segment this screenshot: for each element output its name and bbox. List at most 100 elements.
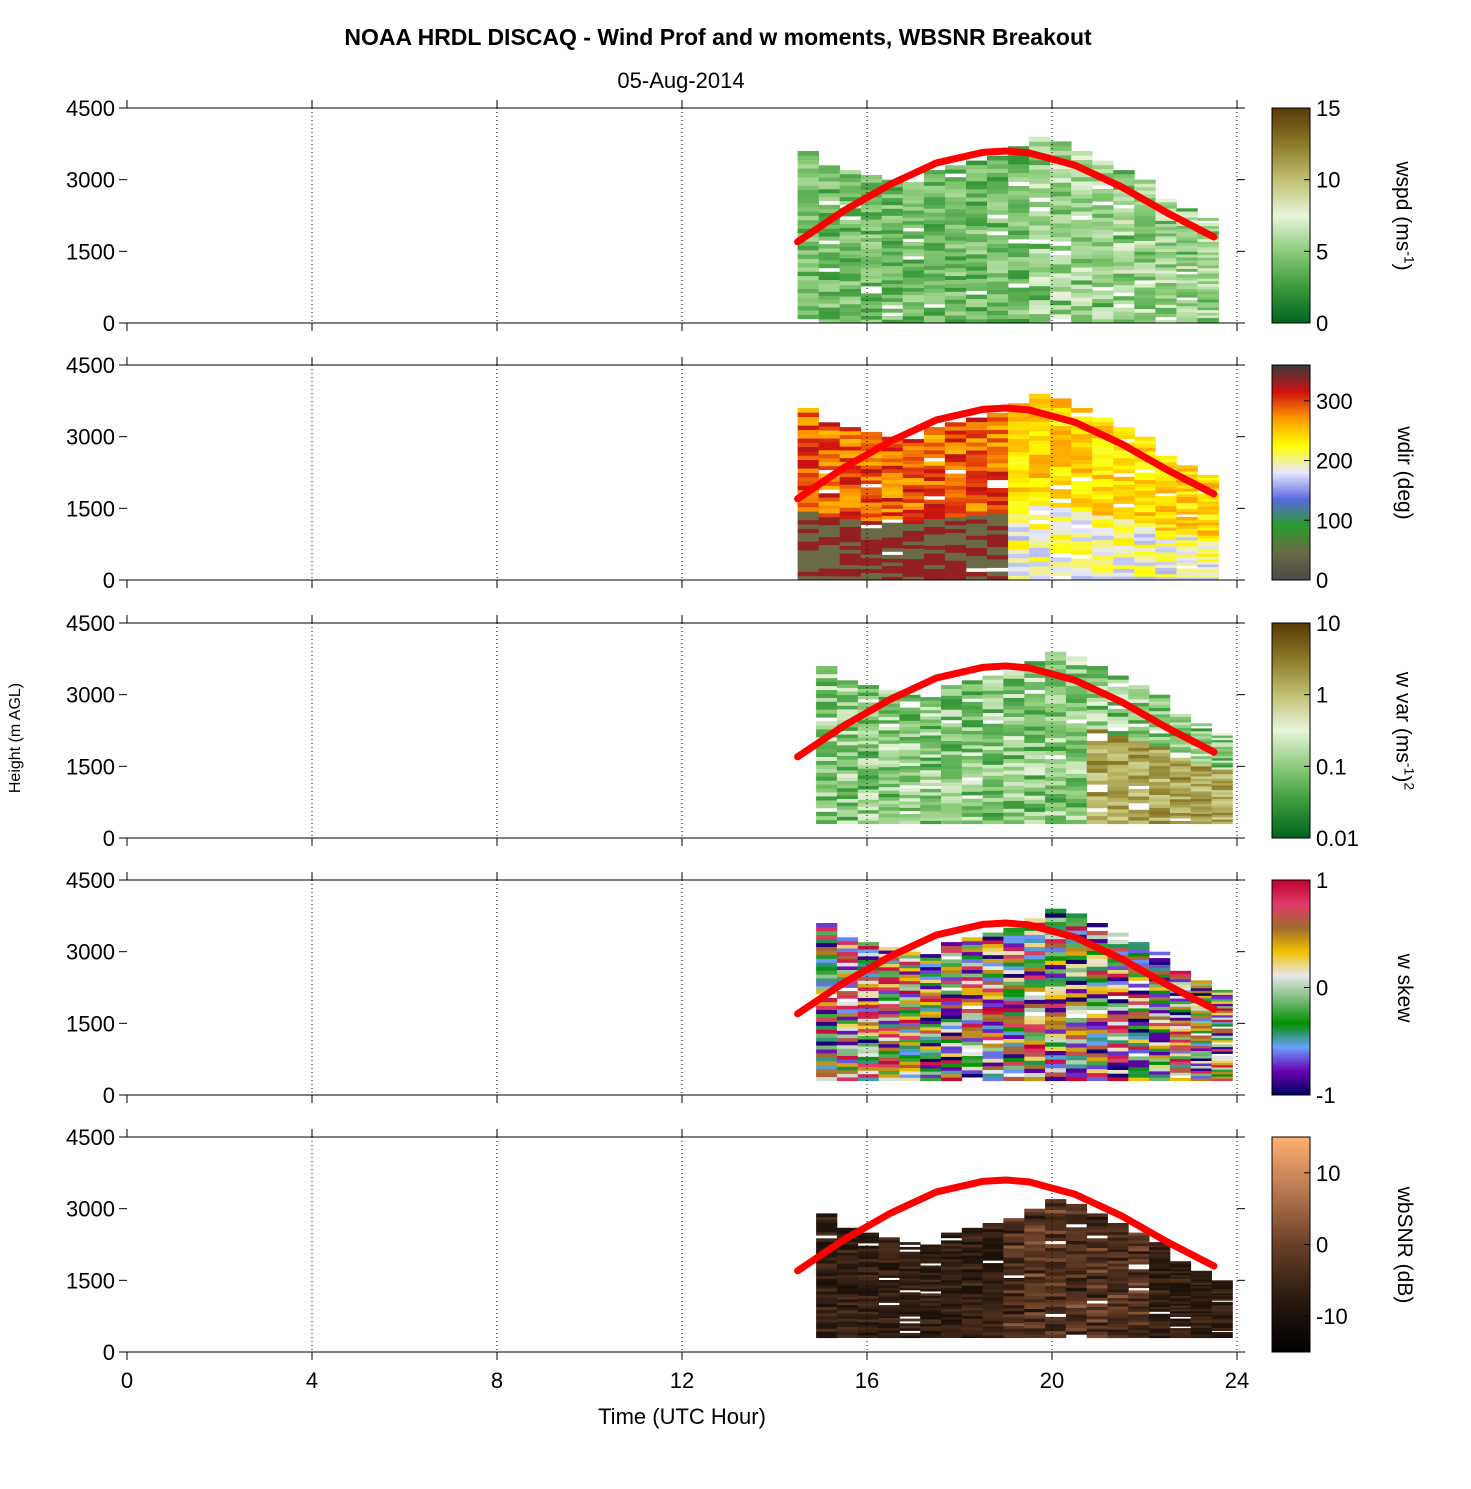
heatmap-cell: [836, 1282, 859, 1286]
heatmap-cell: [818, 430, 841, 435]
heatmap-cell: [1149, 752, 1171, 757]
heatmap-cell: [1045, 973, 1067, 978]
heatmap-cell: [966, 270, 988, 275]
heatmap-cell: [1065, 664, 1088, 670]
heatmap-cell: [899, 1282, 921, 1286]
heatmap-cell: [1211, 1316, 1233, 1318]
heatmap-cell: [818, 501, 841, 506]
heatmap-cell: [1211, 1017, 1233, 1020]
heatmap-cell: [944, 244, 967, 249]
heatmap-cell: [1107, 1248, 1129, 1253]
heatmap-cell: [1176, 302, 1198, 307]
heatmap-cells: [797, 136, 1219, 324]
heatmap-cell: [966, 189, 988, 194]
heatmap-cell: [878, 1239, 900, 1243]
heatmap-cell: [797, 532, 819, 538]
heatmap-cell: [1169, 1072, 1192, 1076]
heatmap-cell: [1149, 1077, 1171, 1081]
heatmap-cell: [899, 762, 921, 766]
heatmap-cell: [1155, 248, 1177, 252]
heatmap-cell: [944, 181, 967, 186]
heatmap-cell: [982, 1243, 1004, 1247]
heatmap-cell: [1197, 254, 1219, 258]
heatmap-cell: [902, 206, 925, 211]
heatmap-cell: [878, 790, 900, 794]
heatmap-cell: [1197, 288, 1219, 292]
heatmap-cell: [816, 701, 838, 706]
heatmap-cell: [881, 290, 904, 295]
heatmap-cell: [1190, 1300, 1212, 1303]
heatmap-cell: [881, 262, 904, 267]
heatmap-cell: [839, 453, 862, 459]
heatmap-cell: [899, 717, 921, 721]
heatmap-cell: [797, 442, 819, 448]
heatmap-cell: [816, 1068, 838, 1074]
heatmap-cell: [1176, 471, 1198, 475]
heatmap-cell: [1045, 806, 1067, 812]
heatmap-cell: [1071, 176, 1093, 182]
heatmap-cell: [1128, 1011, 1150, 1016]
heatmap-cell: [1071, 506, 1093, 512]
heatmap-cell: [1065, 972, 1088, 977]
heatmap-cell: [1045, 819, 1067, 825]
heatmap-cell: [818, 509, 841, 514]
heatmap-cell: [1169, 1263, 1192, 1266]
heatmap-cell: [1065, 790, 1088, 795]
heatmap-cell: [982, 775, 1004, 780]
heatmap-cell: [1128, 1021, 1150, 1026]
heatmap-cell: [987, 180, 1009, 186]
heatmap-cell: [941, 792, 963, 797]
heatmap-cell: [857, 1077, 879, 1082]
heatmap-cell: [1065, 1247, 1088, 1252]
heatmap-cell: [1128, 761, 1150, 766]
heatmap-cell: [1092, 314, 1114, 320]
heatmap-cell: [818, 520, 841, 526]
heatmap-cell: [1149, 1064, 1171, 1069]
heatmap-cell: [1169, 1330, 1192, 1333]
heatmap-cell: [1065, 1072, 1088, 1077]
heatmap-cell: [878, 793, 900, 798]
heatmap-cell: [1008, 296, 1030, 302]
heatmap-cell: [1190, 791, 1212, 794]
heatmap-cell: [878, 773, 900, 778]
heatmap-cell: [1045, 1072, 1067, 1077]
heatmap-cell: [797, 249, 819, 255]
heatmap-cell: [982, 995, 1004, 1000]
heatmap-cell: [899, 954, 921, 959]
heatmap-cell: [1169, 1312, 1192, 1316]
heatmap-cell: [899, 714, 921, 718]
heatmap-cell: [923, 461, 946, 466]
heatmap-cell: [839, 231, 862, 236]
heatmap-cell: [1086, 1247, 1108, 1252]
heatmap-cell: [1149, 1054, 1171, 1059]
heatmap-cell: [944, 263, 967, 269]
heatmap-cell: [818, 544, 841, 549]
y-tick-label: 4500: [66, 611, 115, 636]
heatmap-cell: [1155, 229, 1177, 234]
heatmap-cell: [1065, 1294, 1088, 1298]
heatmap-cell: [982, 1300, 1004, 1304]
heatmap-cell: [982, 940, 1004, 945]
heatmap-cell: [987, 442, 1009, 447]
heatmap-cell: [944, 224, 967, 229]
heatmap-cell: [1065, 735, 1088, 741]
heatmap-cell: [1045, 1216, 1067, 1221]
heatmap-cell: [1134, 240, 1156, 245]
heatmap-cell: [1086, 729, 1108, 734]
heatmap-cell: [857, 949, 879, 953]
heatmap-cell: [1003, 977, 1025, 982]
heatmap-cell: [1024, 758, 1046, 764]
heatmap-cell: [857, 740, 879, 745]
heatmap-cell: [1071, 267, 1093, 272]
heatmap-cell: [923, 223, 946, 228]
heatmap-cell: [878, 1275, 900, 1278]
heatmap-cell: [857, 983, 879, 988]
heatmap-cell: [816, 796, 838, 801]
heatmap-cell: [1045, 690, 1067, 696]
heatmap-cell: [1149, 951, 1171, 956]
heatmap-cell: [982, 1320, 1004, 1324]
heatmap-cells: [816, 908, 1233, 1082]
heatmap-cell: [941, 962, 963, 967]
heatmap-cell: [1008, 447, 1030, 453]
heatmap-cell: [1149, 762, 1171, 766]
